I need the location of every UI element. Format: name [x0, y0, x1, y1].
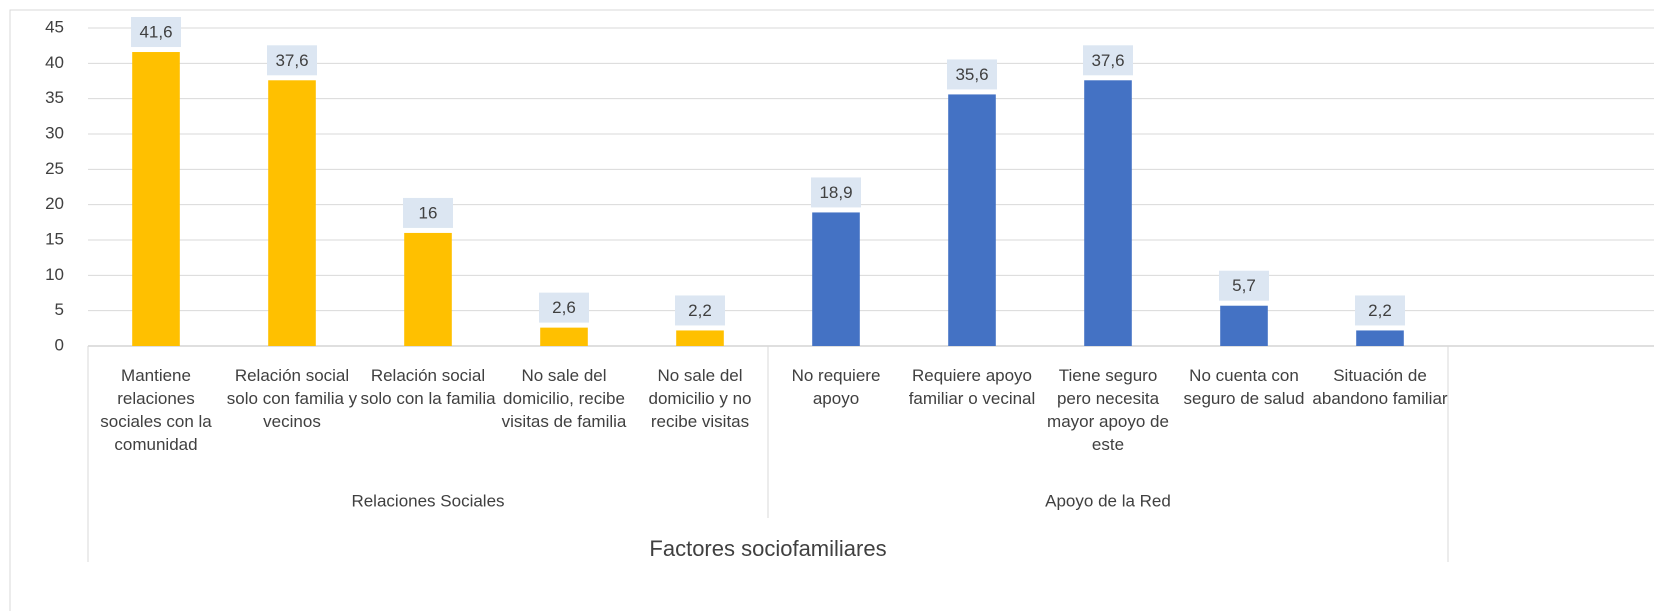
x-tick-label: Mantiene relaciones sociales con la comu… [100, 366, 212, 454]
bar [676, 330, 724, 346]
data-label: 16 [419, 203, 438, 222]
data-label: 37,6 [1091, 51, 1124, 70]
group-label: Apoyo de la Red [1045, 491, 1171, 510]
data-label-bg [1355, 295, 1405, 326]
y-tick-label: 30 [45, 123, 64, 142]
data-label-bg [1219, 270, 1269, 301]
x-tick-label: Tiene seguro pero necesita mayor apoyo d… [1047, 366, 1169, 454]
bar [132, 52, 180, 346]
data-label: 2,2 [1368, 301, 1392, 320]
chart-border [9, 9, 1654, 611]
bar [1084, 80, 1132, 346]
data-label: 37,6 [275, 51, 308, 70]
bar [812, 212, 860, 346]
x-tick-label: No sale del domicilio, recibe visitas de… [501, 366, 627, 431]
y-tick-label: 40 [45, 53, 64, 72]
data-label: 18,9 [819, 183, 852, 202]
data-label-bg [947, 59, 997, 90]
data-label-bg [403, 197, 453, 228]
data-label-bg [811, 177, 861, 208]
data-label: 35,6 [955, 65, 988, 84]
bar [1220, 305, 1268, 346]
data-label-bg [675, 295, 725, 326]
y-tick-label: 25 [45, 159, 64, 178]
x-tick-label: Requiere apoyo familiar o vecinal [908, 366, 1036, 408]
bar [404, 232, 452, 346]
bar [948, 94, 996, 346]
y-tick-label: 15 [45, 229, 64, 248]
y-tick-label: 0 [55, 335, 64, 354]
data-label: 2,6 [552, 298, 576, 317]
x-tick-label: Relación social solo con familia y vecin… [226, 366, 358, 431]
y-tick-label: 10 [45, 265, 64, 284]
y-tick-label: 45 [45, 17, 64, 36]
data-label: 41,6 [139, 23, 172, 42]
data-label-bg [1083, 45, 1133, 76]
bar [1356, 330, 1404, 346]
group-label: Relaciones Sociales [351, 491, 504, 510]
x-tick-label: Situación de abandono familiar [1312, 366, 1448, 408]
data-label-bg [267, 45, 317, 76]
x-tick-label: No cuenta con seguro de salud [1183, 366, 1305, 408]
data-label-bg [539, 292, 589, 323]
data-label: 5,7 [1232, 276, 1256, 295]
y-tick-label: 35 [45, 88, 64, 107]
bar [268, 80, 316, 346]
x-axis-title: Factores sociofamiliares [649, 536, 886, 561]
bar [540, 327, 588, 346]
x-tick-label: Relación social solo con la familia [360, 366, 496, 408]
data-label: 2,2 [688, 301, 712, 320]
y-tick-label: 5 [55, 300, 64, 319]
x-tick-label: No requiere apoyo [791, 366, 881, 408]
y-tick-label: 20 [45, 194, 64, 213]
data-label-bg [131, 17, 181, 48]
x-tick-label: No sale del domicilio y no recibe visita… [648, 366, 752, 431]
